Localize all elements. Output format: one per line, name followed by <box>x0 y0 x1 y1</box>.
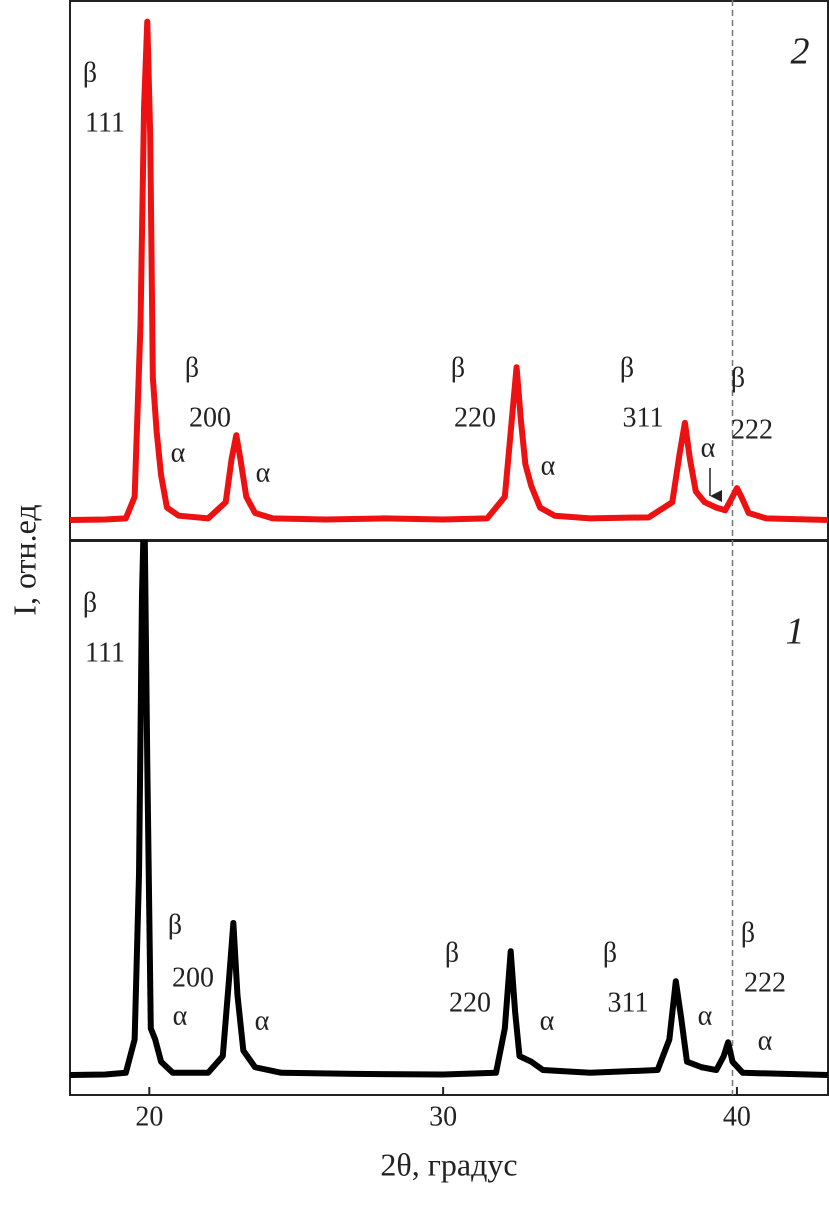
peak-annotation: β <box>603 937 617 968</box>
peak-annotation: β <box>741 917 755 948</box>
peak-annotation: α <box>173 1000 188 1031</box>
peak-annotation: 111 <box>85 637 125 668</box>
panel-label: 1 <box>786 611 805 653</box>
peak-annotation: β <box>83 587 97 618</box>
line-series <box>70 18 828 524</box>
peak-annotation: α <box>758 1025 773 1056</box>
peak-annotation: β <box>445 937 459 968</box>
peak-annotation: β <box>731 362 745 393</box>
peak-annotation: α <box>255 1005 270 1036</box>
plot-frame <box>69 540 829 1096</box>
panel-label: 2 <box>791 31 810 73</box>
peak-annotation: 200 <box>189 402 231 433</box>
peak-annotation: β <box>451 352 465 383</box>
peak-annotation: β <box>83 57 97 88</box>
peak-annotation: α <box>701 432 716 463</box>
x-tick-label: 20 <box>135 1101 163 1132</box>
peak-annotation: 111 <box>85 107 125 138</box>
peak-annotation: β <box>620 352 634 383</box>
peak-annotation: β <box>185 352 199 383</box>
peak-annotation: α <box>541 450 556 481</box>
peak-annotation: β <box>168 909 182 940</box>
peak-annotation: 311 <box>608 987 649 1018</box>
x-tick-label: 40 <box>723 1101 751 1132</box>
peak-annotation: 222 <box>744 967 786 998</box>
x-tick-label: 30 <box>429 1101 457 1132</box>
peak-annotation: 311 <box>623 402 664 433</box>
peak-annotation: α <box>171 437 186 468</box>
y-axis-label: I, отн.ед <box>6 504 42 615</box>
peak-annotation: α <box>256 457 271 488</box>
peak-annotation: 220 <box>449 987 491 1018</box>
peak-annotation: α <box>540 1005 555 1036</box>
line-series <box>70 540 828 1079</box>
peak-annotation: 222 <box>731 414 773 445</box>
peak-annotation: 220 <box>454 402 496 433</box>
x-axis-label: 2θ, градус <box>380 1146 517 1182</box>
peak-annotation: 200 <box>172 962 214 993</box>
peak-annotation: α <box>698 1000 713 1031</box>
